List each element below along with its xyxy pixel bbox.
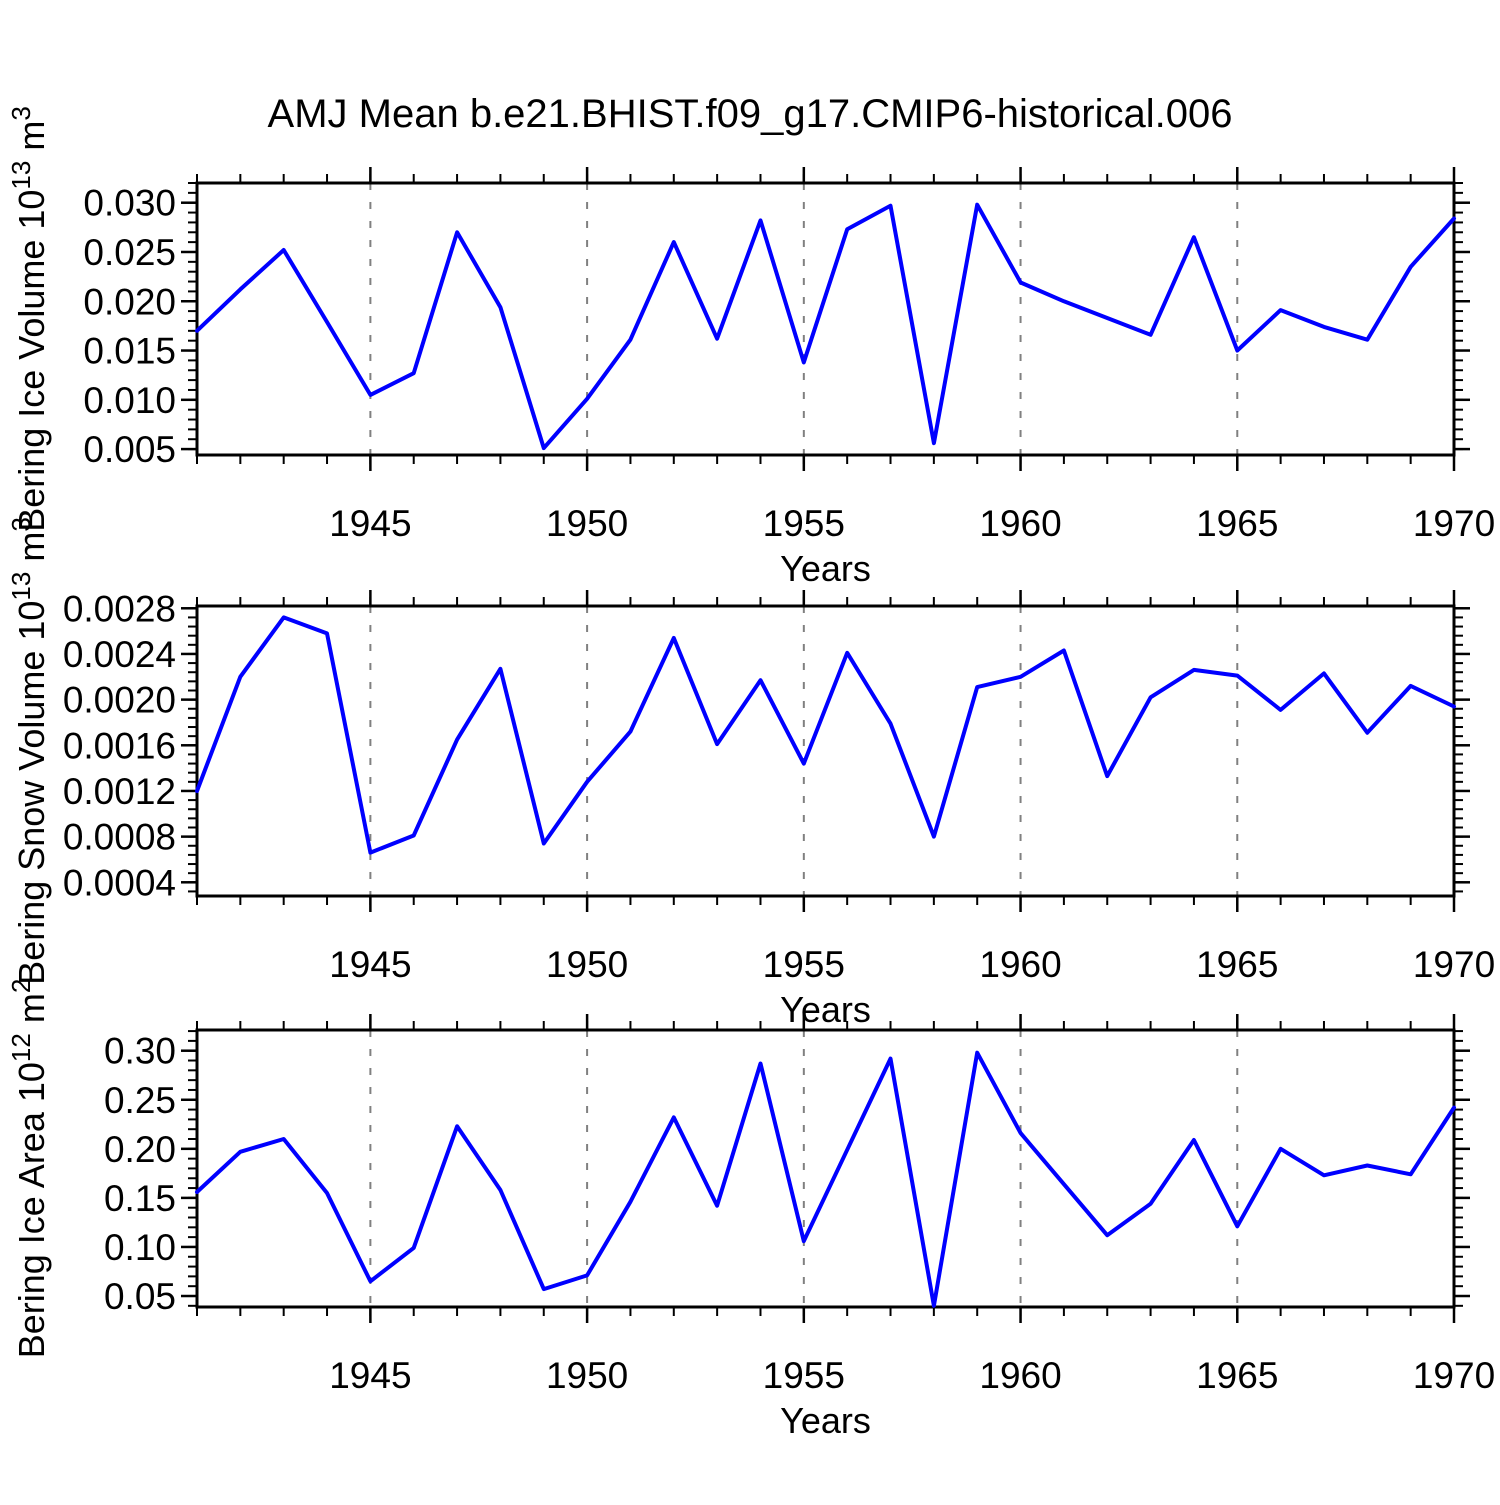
x-tick-label: 1945 — [329, 944, 411, 985]
x-axis-title: Years — [780, 989, 871, 1030]
x-tick-label: 1965 — [1196, 503, 1278, 544]
y-tick-label: 0.0028 — [63, 588, 176, 629]
y-tick-label: 0.015 — [83, 331, 176, 372]
x-tick-label: 1955 — [763, 1355, 845, 1396]
x-tick-label: 1965 — [1196, 944, 1278, 985]
y-tick-label: 0.30 — [104, 1031, 176, 1072]
x-tick-label: 1950 — [546, 1355, 628, 1396]
x-axis-title: Years — [780, 548, 871, 589]
x-tick-label: 1950 — [546, 503, 628, 544]
y-tick-label: 0.0024 — [63, 634, 176, 675]
x-tick-label: 1970 — [1413, 1355, 1495, 1396]
y-tick-label: 0.020 — [83, 281, 176, 322]
x-tick-label: 1960 — [979, 944, 1061, 985]
x-tick-label: 1945 — [329, 503, 411, 544]
y-axis-title: Bering Ice Volume 1013​ m3​ — [6, 106, 52, 532]
y-tick-label: 0.10 — [104, 1227, 176, 1268]
y-tick-label: 0.030 — [83, 183, 176, 224]
y-tick-label: 0.025 — [83, 232, 176, 273]
plot-frame — [195, 1028, 1456, 1309]
data-line-bering-snow-volume — [195, 615, 1456, 855]
plot-frame — [195, 604, 1456, 898]
x-tick-label: 1970 — [1413, 944, 1495, 985]
y-tick-label: 0.0016 — [63, 725, 176, 766]
x-tick-label: 1955 — [763, 503, 845, 544]
y-tick-label: 0.15 — [104, 1178, 176, 1219]
y-tick-label: 0.005 — [83, 429, 176, 470]
panel-bering-ice-area: 1945 1950 1955 1960 1965 1970 0.05 0.10 0.15 0.20… — [6, 979, 1495, 1441]
y-tick-label: 0.0008 — [63, 817, 176, 858]
x-tick-label: 1960 — [979, 503, 1061, 544]
x-tick-label: 1950 — [546, 944, 628, 985]
y-axis-title: Bering Ice Area 1012​ m2​ — [6, 979, 52, 1359]
y-tick-label: 0.20 — [104, 1129, 176, 1170]
x-tick-label: 1955 — [763, 944, 845, 985]
plot-frame — [195, 181, 1456, 457]
y-tick-label: 0.010 — [83, 380, 176, 421]
figure-title: AMJ Mean b.e21.BHIST.f09_g17.CMIP6-histo… — [267, 92, 1233, 136]
data-line-bering-ice-volume — [195, 202, 1456, 451]
x-tick-label: 1965 — [1196, 1355, 1278, 1396]
y-axis-title: Bering Snow Volume 1013​ m3​ — [6, 517, 52, 985]
x-axis-title: Years — [780, 1400, 871, 1441]
y-tick-label: 0.25 — [104, 1080, 176, 1121]
y-tick-label: 0.0020 — [63, 680, 176, 721]
x-tick-label: 1945 — [329, 1355, 411, 1396]
x-tick-label: 1970 — [1413, 503, 1495, 544]
data-line-bering-ice-area — [195, 1050, 1456, 1308]
y-tick-label: 0.05 — [104, 1276, 176, 1317]
y-tick-label: 0.0004 — [63, 862, 176, 903]
panel-bering-ice-volume: 1945 1950 1955 1960 1965 1970 0.005 0.010 0.015 0… — [6, 106, 1495, 589]
y-tick-label: 0.0012 — [63, 771, 176, 812]
x-tick-label: 1960 — [979, 1355, 1061, 1396]
